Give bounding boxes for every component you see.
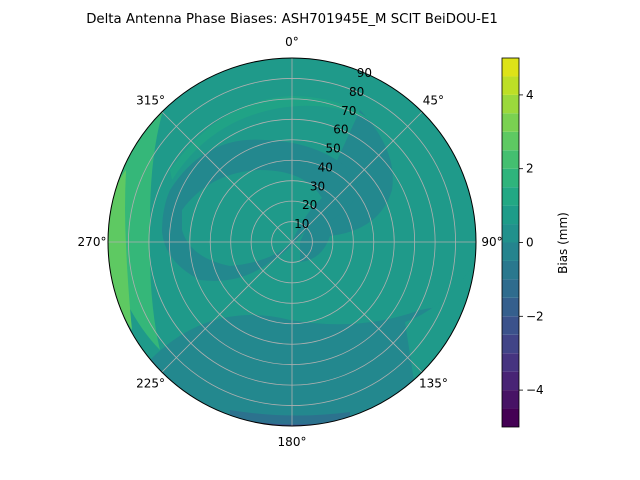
- polar-frame: [107, 57, 477, 427]
- colorbar-tick-label: −4: [526, 383, 544, 397]
- grid-spoke-1: [291, 111, 423, 243]
- colorbar-segment: [502, 334, 519, 354]
- radial-tick-label: 30: [310, 179, 325, 193]
- colorbar: −4 −2 0 2 4: [501, 57, 544, 428]
- radial-tick-label: 20: [302, 198, 317, 212]
- radial-tick-label: 90: [357, 66, 372, 80]
- polar-grid: [108, 58, 476, 426]
- radial-tick-label: 60: [333, 123, 348, 137]
- chart-title: Delta Antenna Phase Biases: ASH701945E_M…: [86, 12, 498, 27]
- radial-tick-label: 10: [294, 217, 309, 231]
- colorbar-segment: [502, 353, 519, 372]
- colorbar-segment: [502, 150, 519, 169]
- grid-spoke-5: [161, 241, 293, 373]
- colorbar-segment: [502, 371, 519, 391]
- radial-tick-label: 50: [325, 142, 340, 156]
- grid-spoke-7: [161, 111, 293, 243]
- colorbar-tick-label: −2: [526, 309, 544, 323]
- colorbar-segment: [502, 76, 519, 95]
- radial-tick-label: 40: [318, 160, 333, 174]
- colorbar-segment: [502, 131, 519, 151]
- colorbar-segment: [502, 408, 519, 427]
- colorbar-segment: [502, 242, 519, 261]
- angular-tick-label: 45°: [423, 94, 444, 108]
- colorbar-segment: [502, 297, 519, 317]
- colorbar-segment: [502, 316, 519, 335]
- radial-tick-label: 80: [349, 85, 364, 99]
- colorbar-segment: [502, 390, 519, 409]
- colorbar-segment: [502, 279, 519, 298]
- angular-tick-label: 0°: [285, 35, 299, 49]
- angular-tick-label: 180°: [278, 435, 307, 449]
- colorbar-segment: [502, 187, 519, 206]
- colorbar-segment: [502, 94, 519, 114]
- colorbar-segment: [502, 113, 519, 132]
- angular-tick-labels: 0° 45° 90° 135° 180° 225° 270° 315°: [78, 35, 503, 449]
- angular-tick-label: 315°: [136, 94, 165, 108]
- colorbar-tick-label: 4: [526, 88, 534, 102]
- colorbar-tick-label: 0: [526, 236, 534, 250]
- grid-spoke-3: [291, 241, 423, 373]
- radial-tick-label: 70: [341, 104, 356, 118]
- angular-tick-label: 135°: [419, 376, 448, 390]
- angular-tick-label: 225°: [136, 376, 165, 390]
- colorbar-tick-label: 2: [526, 162, 534, 176]
- colorbar-segment: [502, 224, 519, 243]
- radial-tick-labels: 10 20 30 40 50 60 70 80 90: [294, 66, 372, 231]
- colorbar-label: Bias (mm): [556, 212, 570, 274]
- angular-tick-label: 90°: [481, 235, 502, 249]
- colorbar-segment: [502, 168, 519, 188]
- colorbar-segment: [502, 205, 519, 225]
- angular-tick-label: 270°: [78, 235, 107, 249]
- colorbar-segment: [502, 58, 519, 77]
- colorbar-segment: [502, 260, 519, 280]
